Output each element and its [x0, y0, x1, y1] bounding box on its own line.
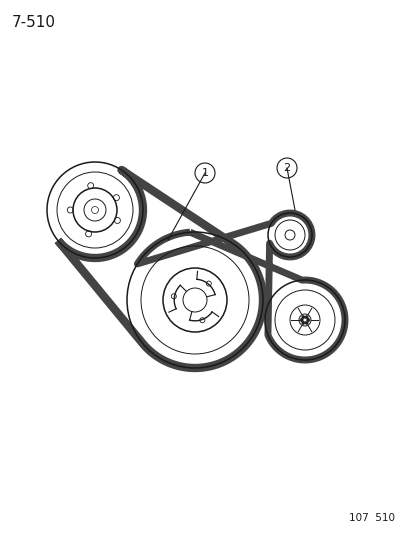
Text: 107  510: 107 510 — [348, 513, 394, 523]
Text: 2: 2 — [283, 163, 290, 173]
Circle shape — [304, 316, 307, 319]
Circle shape — [301, 321, 304, 325]
Text: 7-510: 7-510 — [12, 15, 56, 30]
Circle shape — [306, 319, 309, 321]
Circle shape — [301, 316, 304, 319]
Circle shape — [299, 319, 302, 321]
Circle shape — [304, 321, 307, 325]
Text: 1: 1 — [201, 168, 208, 178]
